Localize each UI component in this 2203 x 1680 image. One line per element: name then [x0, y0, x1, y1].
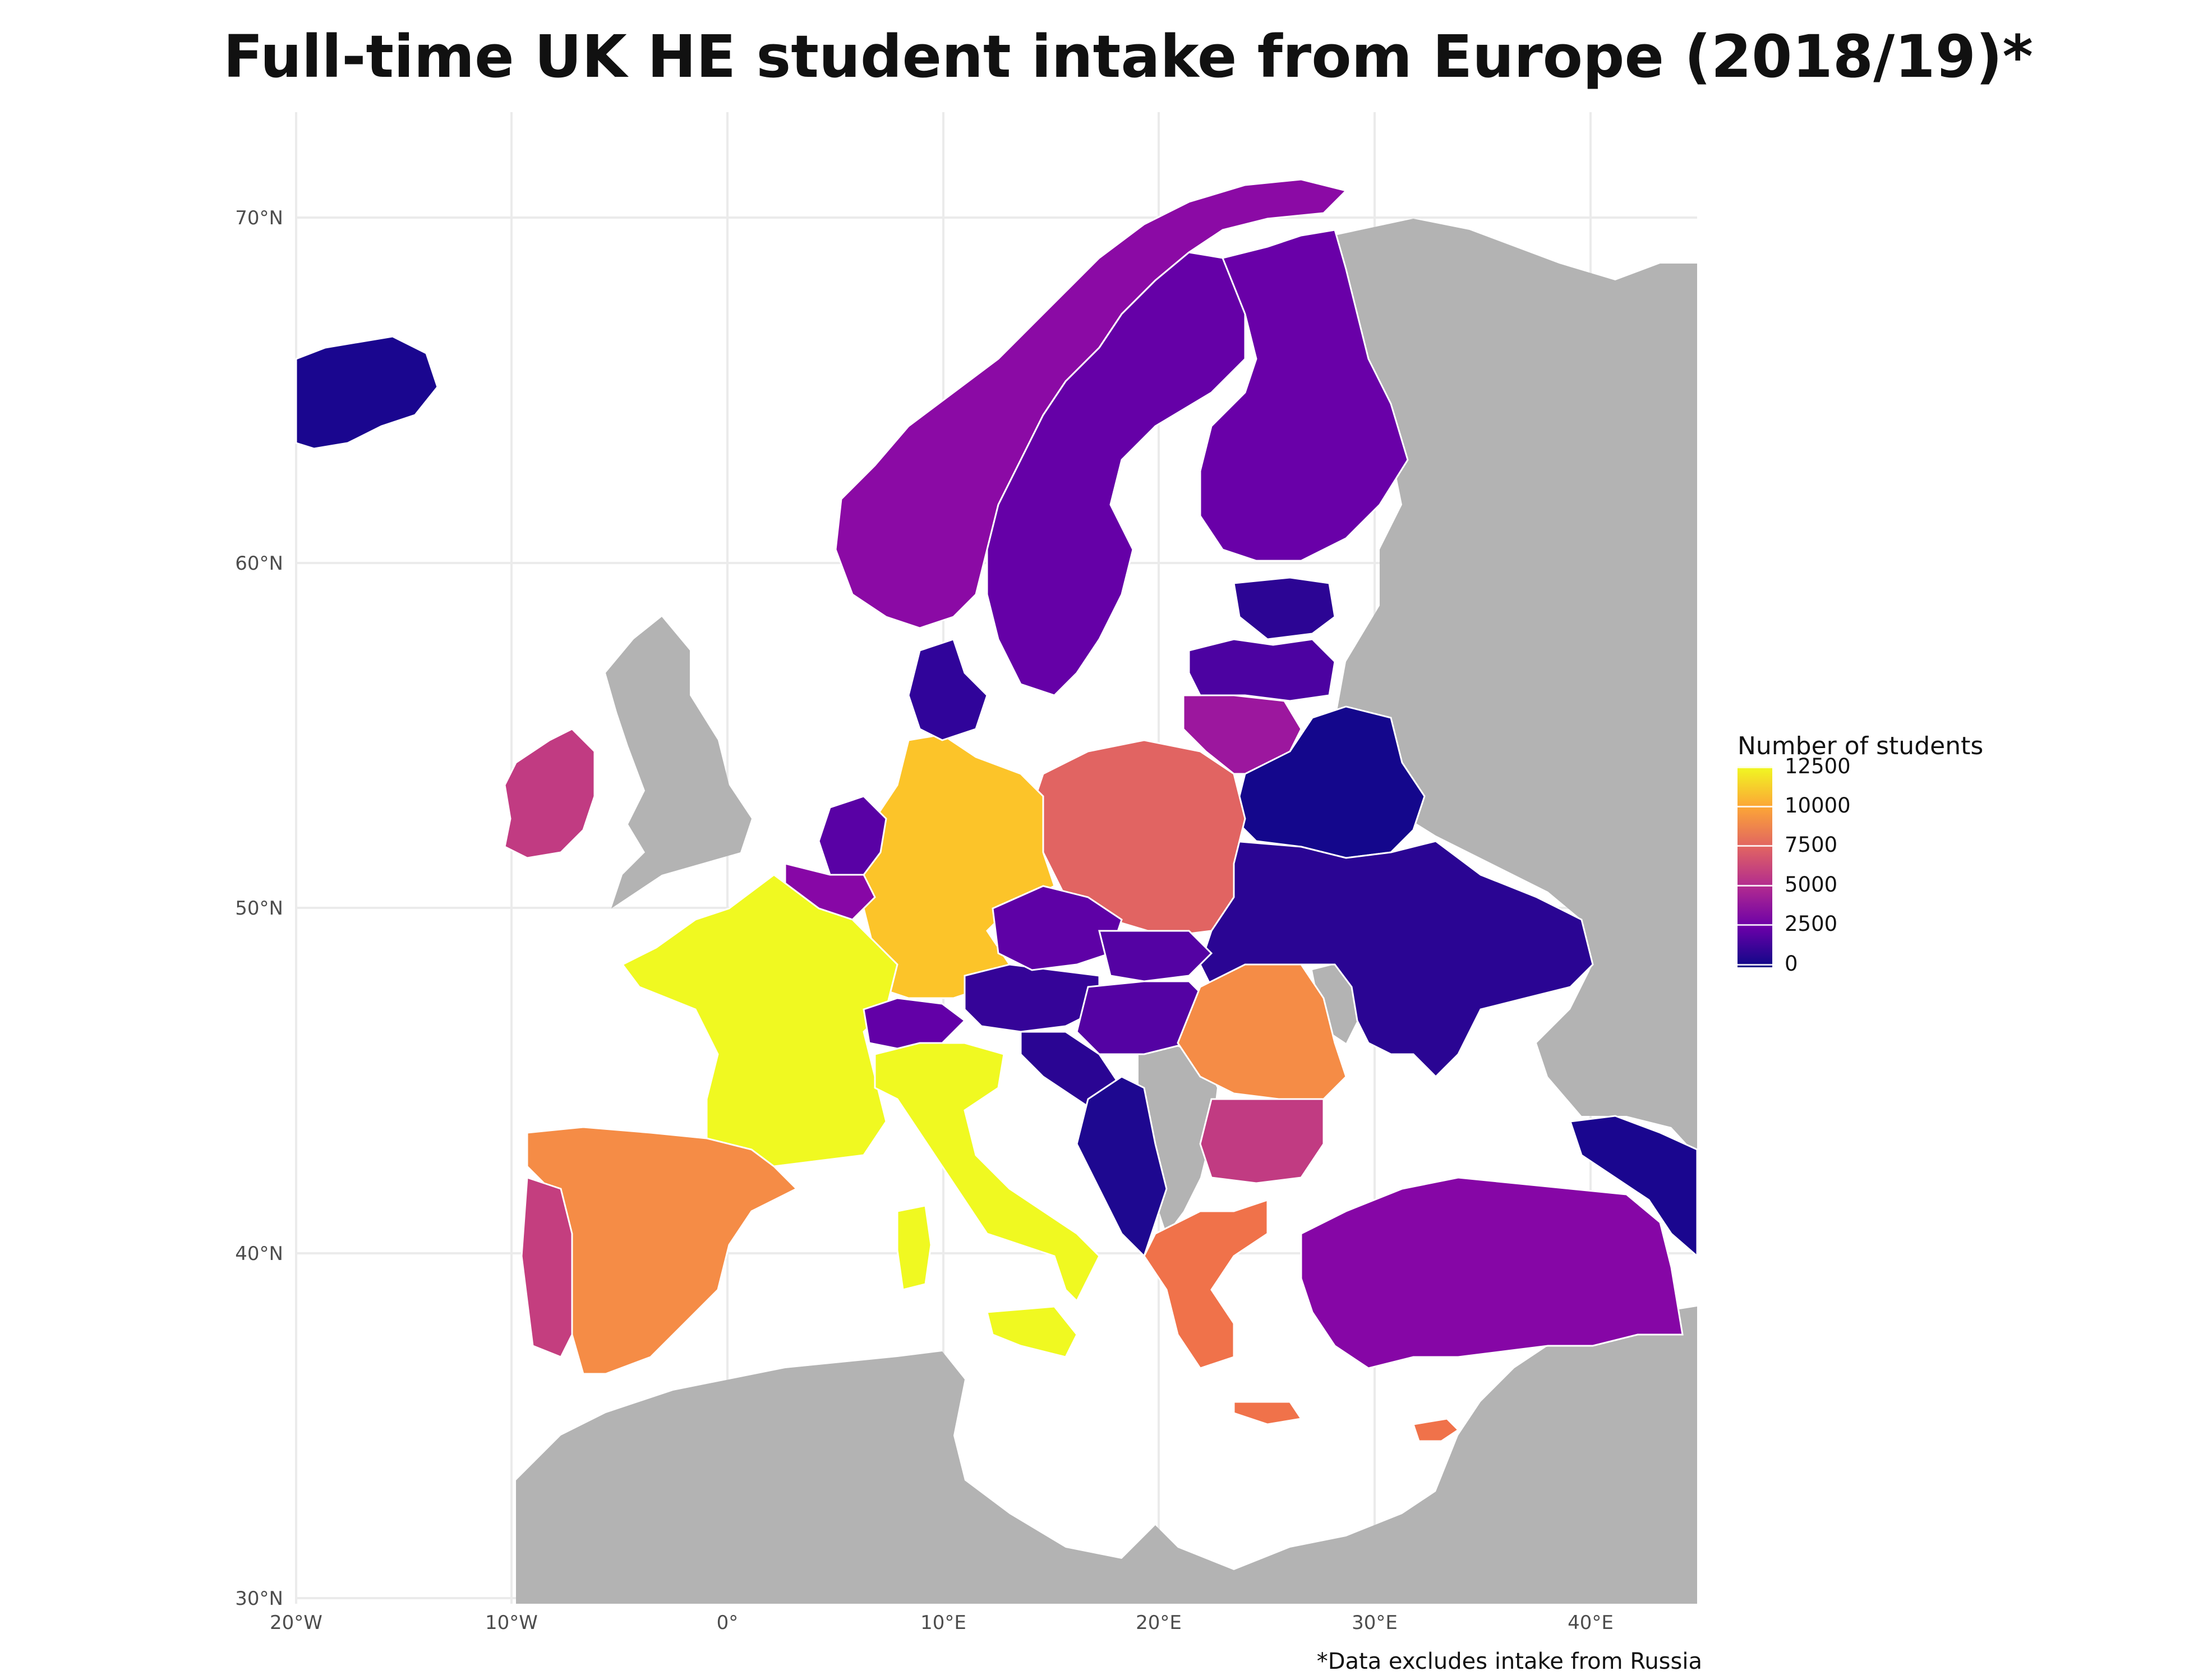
country-portugal [520, 1176, 573, 1358]
legend-tickmark [1737, 845, 1772, 847]
country-serbia-bosnia [1076, 1076, 1168, 1258]
country-france [621, 874, 898, 1167]
data-countries [295, 178, 1698, 1442]
legend-colorbar [1737, 767, 1772, 967]
country-estonia [1233, 576, 1336, 640]
y-tick-label: 30°N [235, 1587, 283, 1610]
legend-tickmark [1737, 885, 1772, 887]
legend-tick-label: 10000 [1785, 793, 1851, 818]
legend-tickmark [1737, 924, 1772, 926]
country-denmark [907, 638, 988, 741]
legend-tick-label: 12500 [1785, 754, 1851, 778]
legend-title: Number of students [1737, 732, 1984, 760]
caption-note: *Data excludes intake from Russia [1316, 1649, 1702, 1674]
country-ireland [504, 728, 596, 859]
y-tick-label: 40°N [235, 1243, 283, 1265]
country-norway [835, 178, 1348, 629]
country-italy [874, 1042, 1100, 1303]
legend-tick-label: 5000 [1785, 873, 1838, 897]
country-romania [1177, 963, 1347, 1100]
legend-tickmark [1737, 767, 1772, 768]
x-tick-label: 30°E [1352, 1612, 1398, 1634]
y-tick-label: 60°N [235, 552, 283, 575]
country-cyprus [1412, 1418, 1460, 1442]
country-latvia [1188, 638, 1336, 702]
country-sardinia [896, 1204, 932, 1291]
y-axis: 70°N 60°N 50°N 40°N 30°N [235, 207, 283, 1610]
legend-tick-label: 7500 [1785, 833, 1838, 857]
country-greece [1143, 1198, 1269, 1369]
russia-land [1335, 219, 1697, 1155]
legend-tickmark [1737, 806, 1772, 807]
legend-tick-label: 2500 [1785, 912, 1838, 936]
country-netherlands [818, 795, 887, 876]
y-tick-label: 70°N [235, 207, 283, 229]
x-tick-label: 10°W [485, 1612, 538, 1634]
country-belarus [1233, 705, 1426, 859]
legend-tick-label: 0 [1785, 952, 1798, 976]
north-africa-land [516, 1307, 1697, 1604]
country-poland [1031, 739, 1246, 938]
country-iceland [295, 335, 439, 450]
uk-land [606, 617, 752, 908]
country-turkey [1300, 1176, 1684, 1369]
y-tick-label: 50°N [235, 897, 283, 920]
x-axis: 20°W 10°W 0° 10°E 20°E 30°E 40°E [270, 1612, 1614, 1634]
country-georgia [1569, 1115, 1698, 1258]
x-tick-label: 20°W [270, 1612, 322, 1634]
moldova-land [1312, 964, 1357, 1043]
country-sicily [986, 1305, 1078, 1358]
legend-tickmark [1737, 964, 1772, 966]
country-switzerland [863, 997, 966, 1050]
country-crete [1233, 1401, 1303, 1425]
x-tick-label: 20°E [1136, 1612, 1182, 1634]
country-finland [1199, 229, 1409, 562]
x-tick-label: 40°E [1568, 1612, 1614, 1634]
non-data-land [516, 219, 1697, 1604]
country-slovakia [1098, 930, 1213, 982]
x-tick-label: 0° [717, 1612, 739, 1634]
chart-title: Full-time UK HE student intake from Euro… [223, 22, 2033, 91]
x-tick-label: 10°E [920, 1612, 966, 1634]
country-sweden [986, 251, 1246, 696]
country-bulgaria [1199, 1098, 1325, 1184]
